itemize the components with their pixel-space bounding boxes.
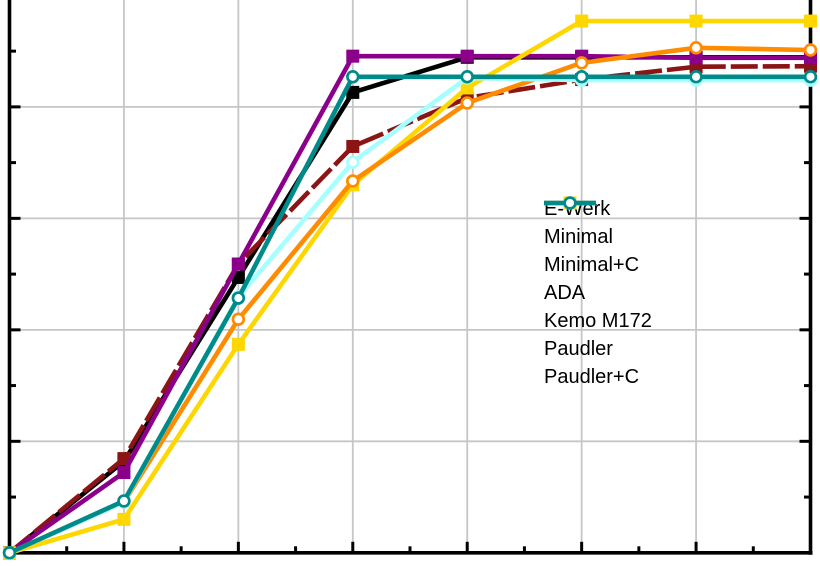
marker-square-minimal-c xyxy=(689,51,703,65)
marker-square-ada xyxy=(117,512,131,526)
series-line-paudler xyxy=(8,75,811,555)
marker-square-minimal-c xyxy=(460,49,474,63)
marker-square-minimal-c xyxy=(117,466,131,480)
marker-circle-paudler-c xyxy=(460,70,474,84)
legend-item-paudler-c: Paudler+C xyxy=(544,196,652,391)
marker-circle-paudler-c xyxy=(574,70,589,84)
marker-square-e-werk xyxy=(346,85,360,99)
legend-item-minimal: Minimal xyxy=(544,196,652,251)
marker-circle-kemo-m172 xyxy=(803,43,818,57)
legend-label: Paudler+C xyxy=(544,366,640,388)
series-line-paudler-c xyxy=(8,74,811,555)
marker-square-ada xyxy=(231,337,245,351)
marker-circle-paudler-c xyxy=(689,70,703,84)
legend-swatch-paudler-c xyxy=(544,196,596,210)
legend-label: Minimal xyxy=(544,226,613,248)
legend-label: Minimal+C xyxy=(544,254,640,276)
marker-circle-kemo-m172 xyxy=(231,312,246,326)
marker-square-ada xyxy=(804,14,818,28)
marker-circle-paudler-c xyxy=(803,70,818,84)
legend-label: ADA xyxy=(544,282,586,304)
legend-item-minimal-c: Minimal+C xyxy=(544,196,652,279)
marker-circle-kemo-m172 xyxy=(689,41,703,55)
legend-label: Paudler xyxy=(544,338,613,360)
marker-square-minimal xyxy=(346,139,360,153)
legend-marker xyxy=(563,196,577,210)
series-line-ada xyxy=(8,18,811,556)
series-line-minimal-c xyxy=(8,53,811,555)
marker-circle-paudler-c xyxy=(231,291,246,305)
marker-square-ada xyxy=(689,14,703,28)
legend-item-kemo-m172: Kemo M172 xyxy=(544,196,652,335)
marker-circle-paudler-c xyxy=(2,546,17,560)
marker-circle-paudler xyxy=(346,155,360,169)
marker-square-ada xyxy=(575,14,589,28)
marker-square-ada xyxy=(460,81,474,95)
marker-square-minimal-c xyxy=(231,257,245,271)
marker-square-minimal-c xyxy=(346,49,360,63)
marker-circle-kemo-m172 xyxy=(460,96,474,110)
marker-circle-kemo-m172 xyxy=(346,174,360,188)
legend-item-ada: ADA xyxy=(544,196,652,307)
legend-label: Kemo M172 xyxy=(544,310,652,332)
legend-item-paudler: Paudler xyxy=(544,196,652,363)
marker-circle-paudler-c xyxy=(117,494,131,508)
legend: E-Werk Minimal Minimal+C ADA Kemo M172 Paudle… xyxy=(544,195,652,391)
marker-circle-paudler-c xyxy=(346,70,360,84)
marker-circle-kemo-m172 xyxy=(574,56,589,70)
